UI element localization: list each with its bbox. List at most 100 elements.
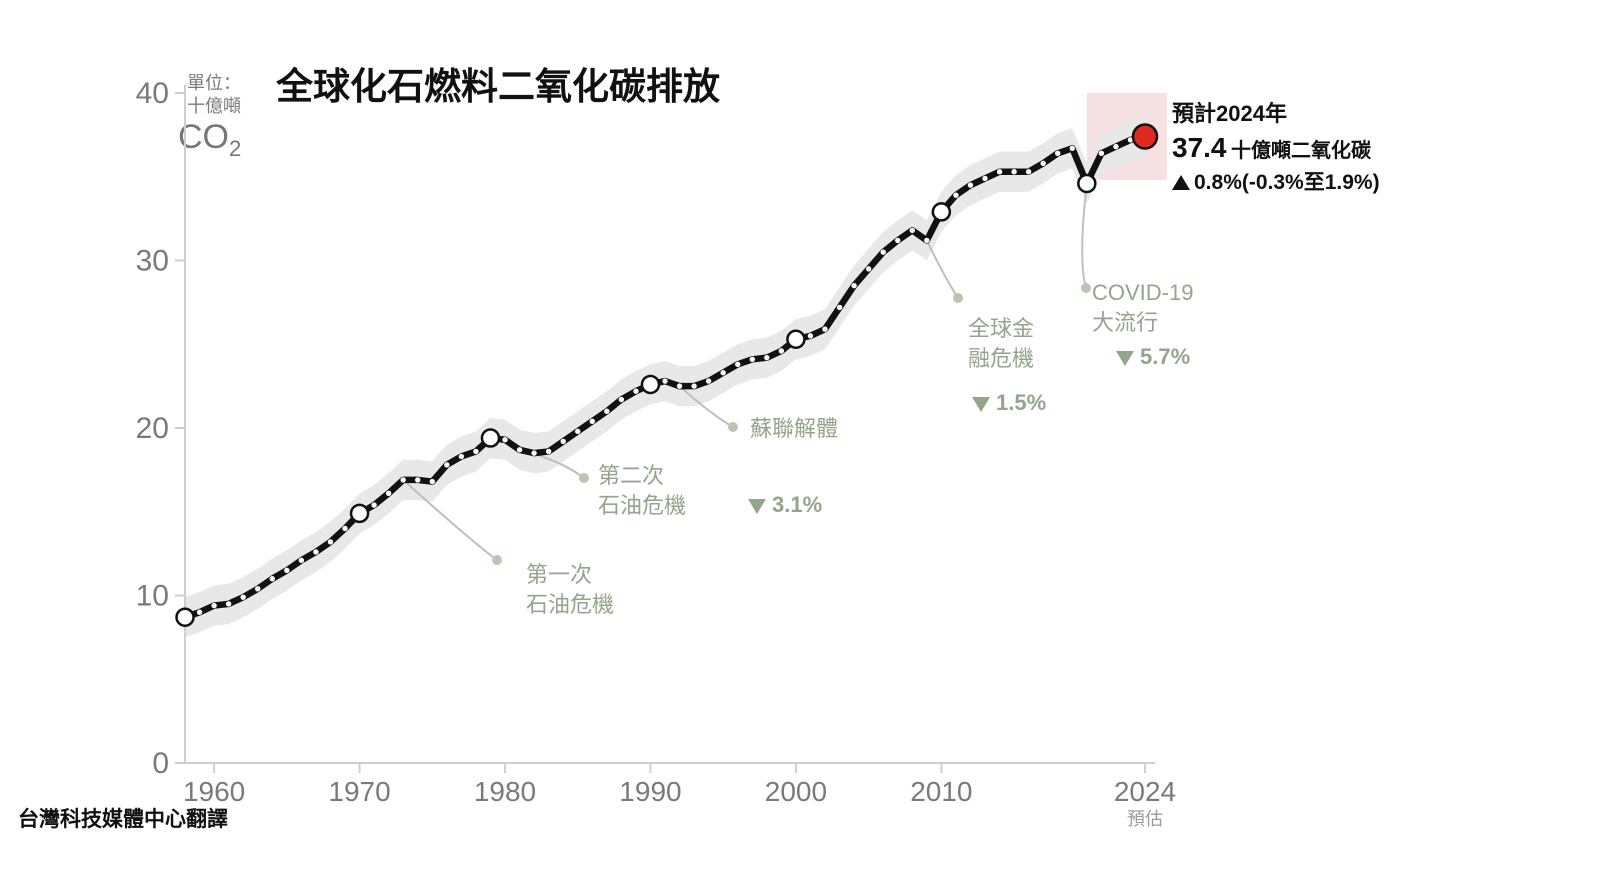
- data-dot: [575, 429, 580, 434]
- data-dot: [313, 549, 318, 554]
- callout-text: 石油危機: [598, 491, 686, 521]
- data-dot: [924, 238, 929, 243]
- data-dot: [764, 355, 769, 360]
- data-dot: [837, 305, 842, 310]
- data-dot: [299, 558, 304, 563]
- chart-svg: 0 10 20 30 40 1960 1970 1980 1990 2000 2010 2024預估: [0, 0, 1600, 893]
- data-dot: [968, 182, 973, 187]
- callout-pct-value: 5.7%: [1140, 344, 1190, 369]
- triangle-down-icon: [748, 499, 766, 514]
- event-marker: [642, 376, 659, 393]
- data-dot: [604, 409, 609, 414]
- data-dot: [531, 450, 536, 455]
- x-tick-label: 2024: [1114, 776, 1176, 807]
- data-dot: [1055, 151, 1060, 156]
- callout-covid: COVID-19大流行: [1092, 278, 1193, 337]
- data-dot: [371, 502, 376, 507]
- data-dot: [240, 594, 245, 599]
- data-dot: [342, 526, 347, 531]
- triangle-down-icon: [1116, 351, 1134, 366]
- data-dot: [953, 192, 958, 197]
- data-dot: [822, 326, 827, 331]
- data-dot: [662, 378, 667, 383]
- event-marker: [1078, 175, 1095, 192]
- callout-text: 融危機: [968, 344, 1034, 374]
- callout-dot: [1081, 283, 1091, 293]
- end-marker: [1133, 125, 1157, 149]
- data-dot: [590, 419, 595, 424]
- event-marker: [177, 609, 194, 626]
- callout-ussr-pct: 3.1%: [748, 490, 822, 520]
- y-tick-label: 10: [136, 580, 169, 613]
- data-dot: [1113, 144, 1118, 149]
- data-dot: [459, 454, 464, 459]
- callout-text: 全球金: [968, 314, 1034, 344]
- callout-pct-value: 3.1%: [772, 492, 822, 517]
- callout-leader: [403, 480, 497, 560]
- data-dot: [502, 437, 507, 442]
- x-tick-label: 1980: [474, 776, 536, 807]
- callout-oil2: 第二次石油危機: [598, 461, 686, 520]
- callout-text: 蘇聯解體: [750, 414, 838, 444]
- data-dot: [1011, 169, 1016, 174]
- data-dot: [982, 176, 987, 181]
- x-tick-label: 1990: [619, 776, 681, 807]
- callout-ussr: 蘇聯解體: [750, 414, 838, 444]
- callout-text: 第一次: [526, 560, 614, 590]
- data-dot: [197, 610, 202, 615]
- data-dot: [430, 479, 435, 484]
- callout-text: 大流行: [1092, 308, 1193, 338]
- data-dot: [211, 603, 216, 608]
- data-dot: [1040, 161, 1045, 166]
- data-dot: [517, 447, 522, 452]
- data-dot: [546, 449, 551, 454]
- callout-pct-value: 1.5%: [996, 390, 1046, 415]
- chart-stage: 全球化石燃料二氧化碳排放 單位： 十億噸 CO2 預計2024年 37.4 十億…: [0, 0, 1600, 893]
- data-dot: [226, 601, 231, 606]
- callout-text: 石油危機: [526, 590, 614, 620]
- data-dot: [851, 283, 856, 288]
- data-dot: [895, 238, 900, 243]
- callout-dot: [492, 555, 502, 565]
- data-dot: [473, 449, 478, 454]
- callout-gfc-pct: 1.5%: [972, 388, 1046, 418]
- callout-text: 第二次: [598, 461, 686, 491]
- callout-oil1: 第一次石油危機: [526, 560, 614, 619]
- data-dot: [691, 383, 696, 388]
- callout-covid-pct: 5.7%: [1116, 342, 1190, 372]
- data-dot: [1070, 146, 1075, 151]
- y-tick-label: 30: [136, 245, 169, 278]
- x-tick-sublabel: 預估: [1127, 809, 1163, 829]
- event-marker: [933, 203, 950, 220]
- data-dot: [386, 491, 391, 496]
- data-dot: [880, 249, 885, 254]
- data-dot: [560, 439, 565, 444]
- data-dot: [633, 388, 638, 393]
- x-tick-label: 2000: [765, 776, 827, 807]
- data-dot: [619, 397, 624, 402]
- data-dot: [735, 362, 740, 367]
- data-dot: [1099, 151, 1104, 156]
- triangle-down-icon: [972, 397, 990, 412]
- data-dot: [910, 228, 915, 233]
- y-tick-label: 0: [152, 747, 169, 780]
- uncertainty-band: [185, 116, 1145, 637]
- callout-dot: [728, 422, 738, 432]
- callout-text: COVID-19: [1092, 278, 1193, 308]
- data-dot: [270, 576, 275, 581]
- x-tick-label: 1970: [328, 776, 390, 807]
- callout-gfc: 全球金融危機: [968, 314, 1034, 373]
- data-dot: [706, 378, 711, 383]
- data-dot: [750, 357, 755, 362]
- y-tick-label: 20: [136, 412, 169, 445]
- event-marker: [482, 430, 499, 447]
- data-dot: [400, 477, 405, 482]
- y-tick-label: 40: [136, 77, 169, 110]
- data-dot: [328, 539, 333, 544]
- callout-dot: [579, 473, 589, 483]
- data-dot: [284, 568, 289, 573]
- x-tick-label: 2010: [910, 776, 972, 807]
- data-dot: [779, 348, 784, 353]
- x-tick-label: 1960: [183, 776, 245, 807]
- data-dot: [866, 266, 871, 271]
